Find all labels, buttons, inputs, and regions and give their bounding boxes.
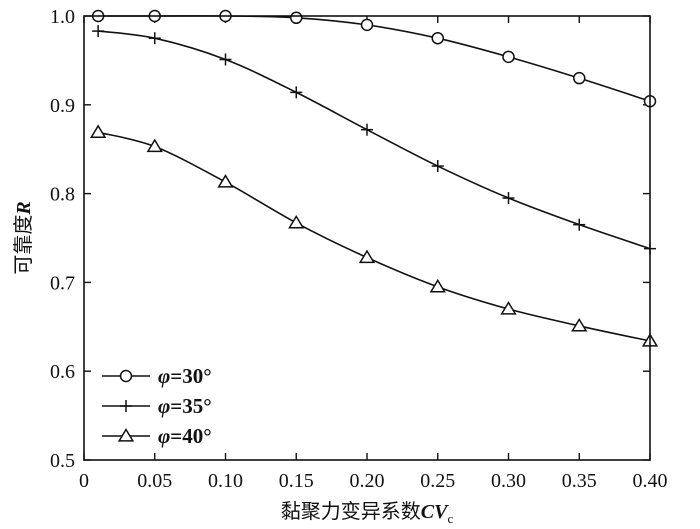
legend-phi: φ — [158, 424, 170, 448]
legend-marker — [117, 428, 135, 442]
ticks-layer: 0 0.05 0.10 0.15 0.20 0.25 0.30 0.35 0.40 0.5 0.6 0… — [50, 6, 668, 492]
legend-entry: φ=30° — [102, 364, 212, 388]
data-point — [500, 301, 517, 315]
data-point — [502, 50, 515, 64]
x-tick-label: 0.10 — [208, 470, 243, 492]
data-point — [361, 123, 373, 136]
data-point — [502, 192, 515, 205]
x-tick-label: 0.20 — [350, 470, 385, 492]
x-tick-label: 0.05 — [137, 470, 172, 492]
series-triangle — [90, 124, 659, 347]
data-point — [360, 18, 374, 32]
legend-entry: φ=40° — [102, 424, 212, 448]
y-tick-label: 1.0 — [50, 6, 75, 28]
x-tick-label: 0.15 — [279, 470, 314, 492]
x-axis-title-subscript: c — [447, 511, 453, 526]
x-tick-label: 0.40 — [633, 470, 668, 492]
data-point — [571, 317, 588, 332]
plot-frame — [83, 15, 651, 461]
y-tick-label: 0.9 — [50, 95, 75, 117]
legend-value: =40° — [170, 424, 211, 448]
y-tick-label: 0.6 — [50, 361, 75, 383]
x-tick-label: 0.35 — [562, 470, 597, 492]
legend-label: φ=35° — [158, 394, 212, 418]
x-tick-label: 0.30 — [491, 470, 526, 492]
series-plus — [92, 25, 656, 255]
legend-marker — [120, 400, 132, 412]
x-axis-title: 黏聚力变异系数CVc — [281, 499, 454, 526]
series-circle — [91, 9, 657, 108]
x-tick-label: 0.25 — [420, 470, 455, 492]
legend-marker — [119, 369, 133, 383]
data-point — [288, 214, 305, 229]
y-axis-title-main: 可靠度 — [11, 215, 35, 275]
y-tick-label: 0.8 — [50, 184, 75, 206]
data-point — [573, 218, 586, 231]
data-point — [92, 25, 105, 38]
y-tick-label: 0.7 — [50, 272, 75, 294]
legend-value: =35° — [170, 394, 211, 418]
data-point — [290, 11, 303, 25]
x-axis-title-main: 黏聚力变异系数 — [281, 499, 421, 523]
data-point — [290, 86, 303, 99]
data-point — [146, 138, 163, 153]
x-axis-title-var: CV — [421, 501, 449, 523]
data-point — [217, 174, 234, 188]
series-line — [98, 15, 651, 103]
y-tick-label: 0.5 — [50, 450, 75, 472]
y-axis-title: 可靠度R — [11, 201, 35, 274]
legend-entry: φ=35° — [102, 394, 212, 418]
data-point — [431, 160, 444, 173]
x-tick-label: 0 — [79, 470, 89, 492]
legend-value: =30° — [170, 364, 211, 388]
data-point — [148, 32, 161, 45]
series-line — [97, 131, 651, 342]
y-axis-title-var: R — [13, 201, 35, 215]
legend-phi: φ — [158, 364, 170, 388]
data-point — [429, 278, 446, 293]
legend-label: φ=30° — [158, 364, 212, 388]
series-line — [98, 30, 651, 250]
legend: φ=30°φ=35°φ=40° — [102, 364, 212, 448]
series-layer — [90, 9, 659, 347]
data-point — [358, 249, 376, 264]
legend-phi: φ — [158, 394, 170, 418]
data-point — [219, 53, 232, 66]
data-point — [90, 124, 107, 138]
data-point — [431, 31, 444, 45]
data-point — [573, 71, 586, 85]
legend-label: φ=40° — [158, 424, 212, 448]
